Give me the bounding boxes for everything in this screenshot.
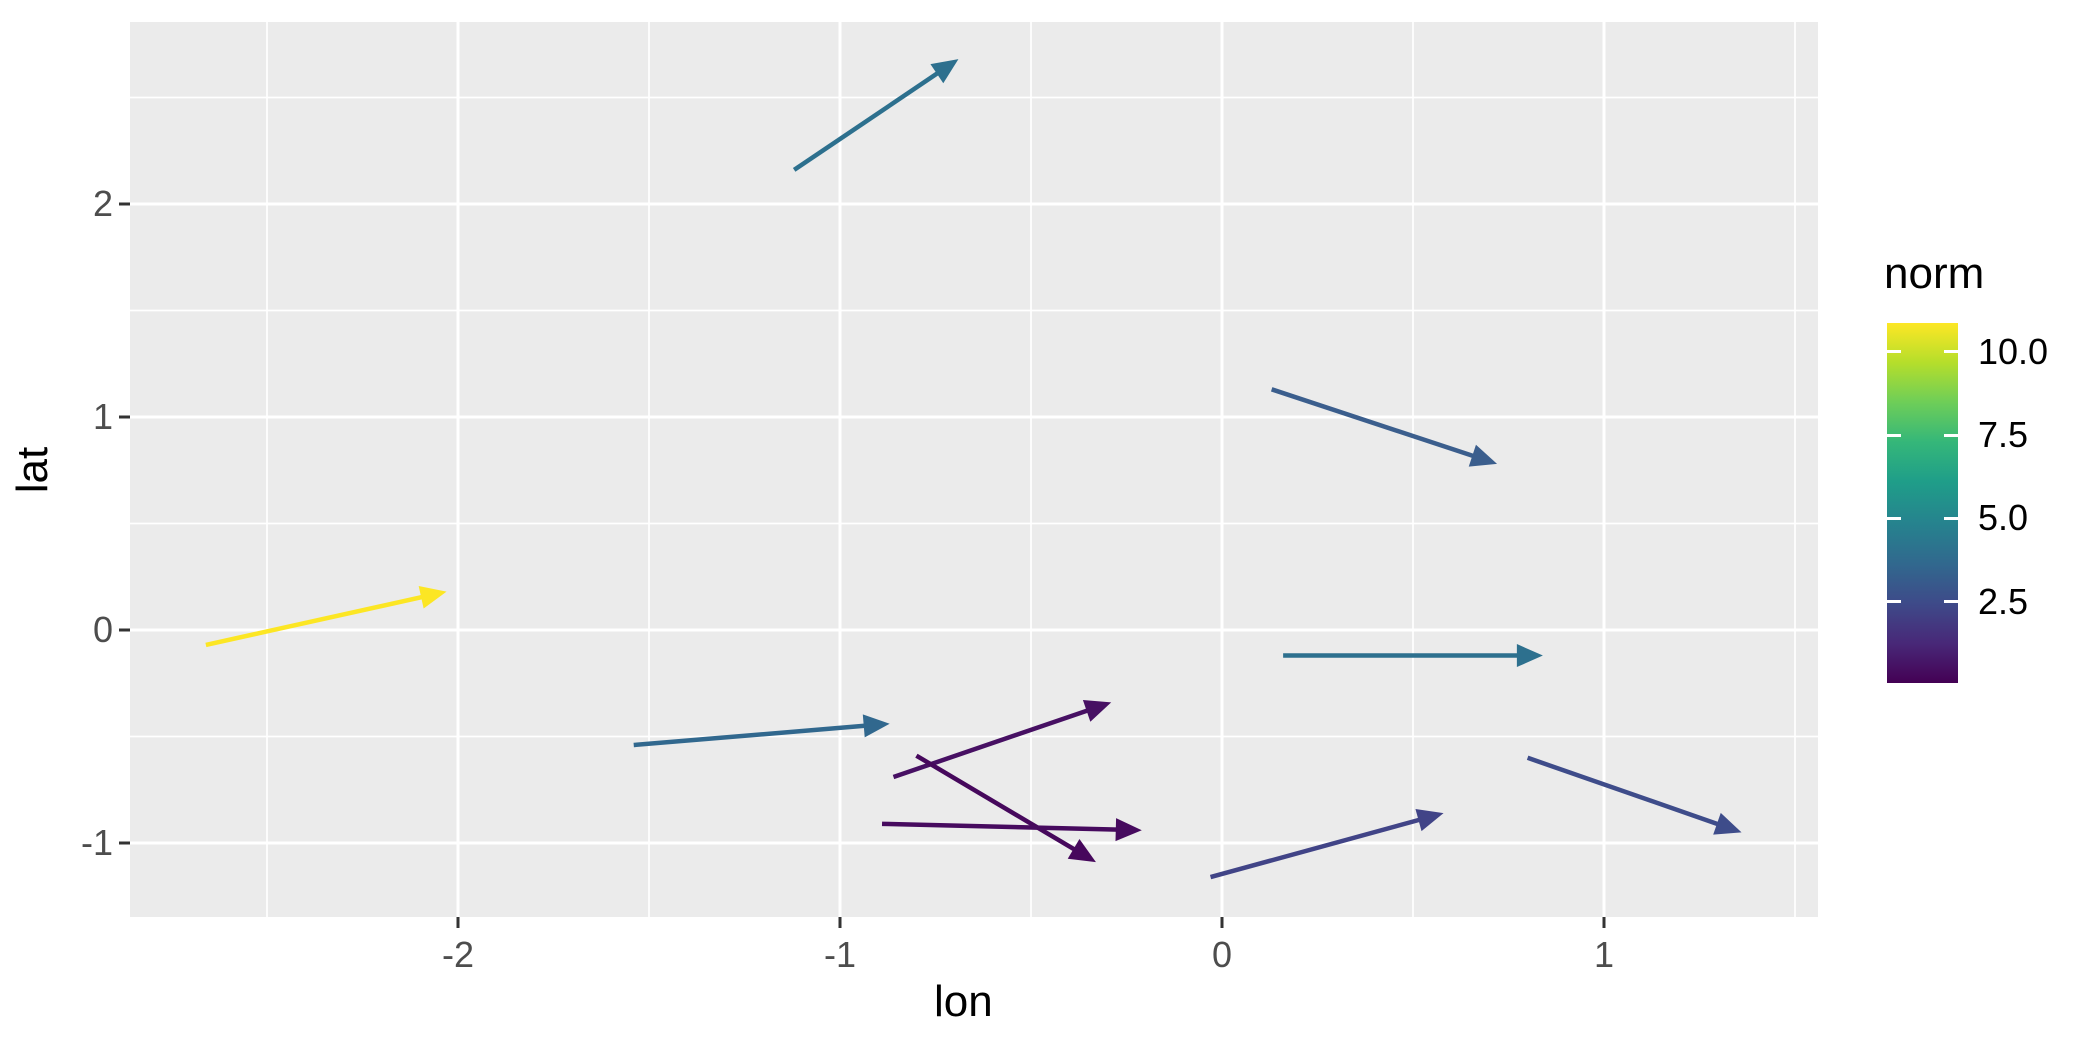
legend-tick-label: 2.5 xyxy=(1978,580,2029,622)
legend-tick-label: 10.0 xyxy=(1978,330,2049,372)
panel-background xyxy=(130,22,1818,917)
x-tick-label: 0 xyxy=(1211,934,1233,975)
colorbar-tick-mark xyxy=(1887,350,1901,354)
arrow-shaft xyxy=(1270,387,1486,462)
arrow-shaft xyxy=(1209,814,1432,880)
colorbar-tick-mark xyxy=(1944,600,1958,604)
arrow-head xyxy=(1082,699,1112,722)
arrow-head xyxy=(418,586,447,609)
arrow-head xyxy=(1516,644,1543,668)
colorbar-tick-mark xyxy=(1944,516,1958,520)
arrow-shaft xyxy=(205,592,435,648)
arrow-head xyxy=(1468,444,1498,467)
arrow-shaft xyxy=(915,753,1086,858)
y-tick-label: -1 xyxy=(80,822,113,863)
x-tick-label: -1 xyxy=(823,934,856,975)
x-tick-label: 1 xyxy=(1593,934,1615,975)
y-tick-label: 1 xyxy=(92,396,113,437)
arrow-shaft xyxy=(633,722,877,748)
arrow-head xyxy=(862,714,890,738)
y-tick-label: 2 xyxy=(92,183,113,224)
arrow-shaft xyxy=(792,64,949,172)
legend-tick-label: 7.5 xyxy=(1978,414,2029,456)
colorbar-tick-mark xyxy=(1887,600,1901,604)
legend-colorbar xyxy=(1887,323,1958,683)
legend-title: norm xyxy=(1884,249,1985,298)
colorbar-tick-mark xyxy=(1887,516,1901,520)
arrow-shaft xyxy=(881,821,1129,833)
legend-tick-label: 5.0 xyxy=(1978,497,2029,539)
x-axis-title: lon xyxy=(934,977,993,1026)
arrow-head xyxy=(1067,839,1096,863)
arrow-head xyxy=(1115,818,1142,842)
x-tick-label: -2 xyxy=(441,934,474,975)
arrow-head xyxy=(930,59,959,84)
arrow-head xyxy=(1713,812,1742,835)
arrow-head xyxy=(1415,808,1444,832)
arrow-shaft xyxy=(892,704,1100,780)
y-axis-title: lat xyxy=(8,446,58,493)
colorbar-tick-mark xyxy=(1944,350,1958,354)
colorbar-tick-mark xyxy=(1887,433,1901,437)
y-tick-label: 0 xyxy=(92,609,113,650)
colorbar-tick-mark xyxy=(1944,433,1958,437)
arrow-shaft xyxy=(1526,755,1730,831)
